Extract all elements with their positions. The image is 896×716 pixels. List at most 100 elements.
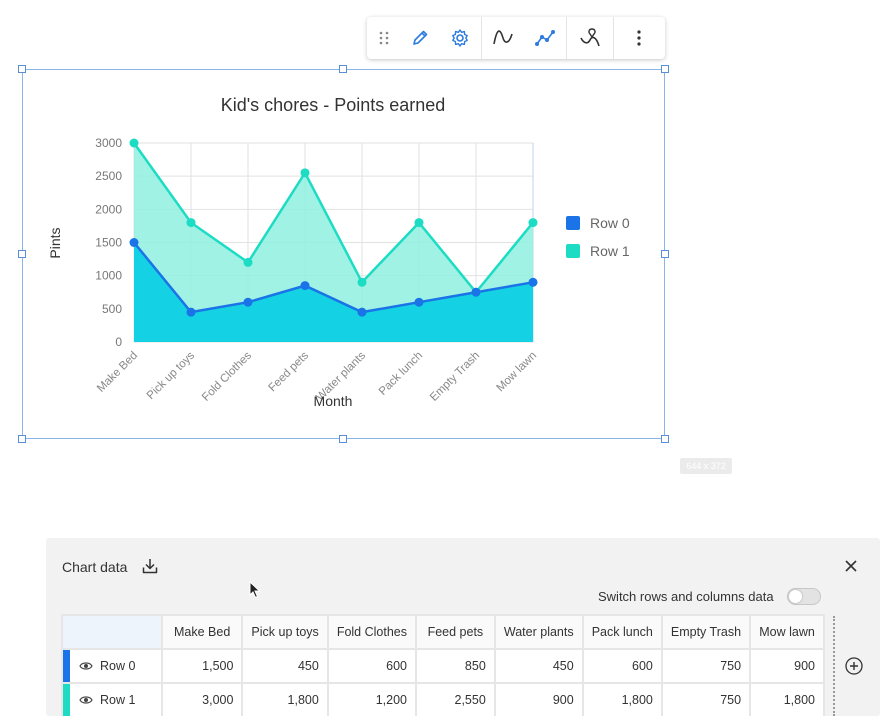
table-cell[interactable]: 2,550 <box>417 684 494 716</box>
curve-icon[interactable] <box>482 17 524 59</box>
chart-canvas[interactable]: Kid's chores - Points earned 0 500 1000 150… <box>22 69 665 439</box>
x-axis-label: Month <box>314 393 353 409</box>
toggle-knob <box>789 590 802 603</box>
column-header[interactable]: Water plants <box>495 616 582 648</box>
column-header[interactable]: Mow lawn <box>751 616 823 648</box>
y-tick-label: 0 <box>115 335 122 349</box>
legend-swatch <box>566 244 580 258</box>
table-cell[interactable]: 850 <box>417 650 494 682</box>
data-point-row-0 <box>414 297 424 307</box>
y-tick-label: 2000 <box>95 202 122 216</box>
y-tick-label: 1000 <box>95 269 122 283</box>
column-header[interactable]: Empty Trash <box>662 616 750 648</box>
download-icon[interactable] <box>141 557 159 575</box>
y-tick-label: 500 <box>102 302 122 316</box>
table-cell[interactable]: 750 <box>662 650 750 682</box>
column-header[interactable]: Make Bed <box>162 616 242 648</box>
toolbar-divider <box>613 17 614 59</box>
y-tick-label: 3000 <box>95 136 122 150</box>
table-cell[interactable]: 1,200 <box>328 684 415 716</box>
row-name-cell[interactable]: Row 0 <box>63 650 161 682</box>
chart-selection-frame <box>22 69 665 439</box>
legend-label: Row 0 <box>590 215 630 231</box>
table-cell[interactable]: 1,500 <box>162 650 242 682</box>
table-cell[interactable]: 450 <box>243 650 327 682</box>
more-vertical-icon[interactable] <box>614 17 664 59</box>
table-corner-cell <box>63 616 161 648</box>
column-divider <box>833 616 835 716</box>
pencil-icon[interactable] <box>401 17 439 59</box>
column-header[interactable]: Pick up toys <box>243 616 327 648</box>
table-cell[interactable]: 600 <box>328 650 415 682</box>
drag-handle-icon[interactable] <box>367 17 401 59</box>
resize-handle-right[interactable] <box>661 250 669 258</box>
chart-data-table: Make Bed Pick up toys Fold Clothes Feed … <box>61 614 825 716</box>
table-row: Row 0 1,500 450 600 850 450 600 750 900 <box>63 650 823 682</box>
legend-label: Row 1 <box>590 243 630 259</box>
table-cell[interactable]: 900 <box>495 684 582 716</box>
data-point-row-1 <box>243 257 253 267</box>
table-header-row: Make Bed Pick up toys Fold Clothes Feed … <box>63 616 823 648</box>
chart-data-panel: Chart data Switch rows and columns data … <box>46 538 880 716</box>
close-icon[interactable] <box>843 558 859 574</box>
map-pin-curve-icon[interactable] <box>567 17 613 59</box>
area-row-1 <box>134 143 533 342</box>
row-color-bar <box>63 684 70 716</box>
resize-handle-bottom[interactable] <box>339 435 347 443</box>
series-line-row-0 <box>133 241 534 314</box>
mouse-cursor-icon <box>249 581 261 599</box>
resize-handle-bottom-right[interactable] <box>661 435 669 443</box>
chart-title: Kid's chores - Points earned <box>221 95 446 115</box>
switch-rows-columns-label: Switch rows and columns data <box>598 589 774 604</box>
chart-data-table-wrap: Make Bed Pick up toys Fold Clothes Feed … <box>61 614 825 716</box>
data-point-row-1 <box>528 218 538 228</box>
data-point-row-1 <box>129 138 139 148</box>
data-point-row-1 <box>300 168 310 178</box>
add-column-icon[interactable] <box>845 657 863 675</box>
row-label: Row 1 <box>100 693 136 707</box>
y-tick-label: 2500 <box>95 169 122 183</box>
row-name-cell[interactable]: Row 1 <box>63 684 161 716</box>
switch-rows-columns-toggle[interactable] <box>787 588 821 605</box>
resize-handle-top-left[interactable] <box>18 65 26 73</box>
data-point-row-1 <box>414 218 424 228</box>
data-point-row-0 <box>186 307 196 317</box>
table-cell[interactable]: 750 <box>662 684 750 716</box>
eye-icon[interactable] <box>79 694 93 706</box>
table-cell[interactable]: 900 <box>751 650 823 682</box>
resize-handle-top[interactable] <box>339 65 347 73</box>
table-cell[interactable]: 1,800 <box>583 684 661 716</box>
eye-icon[interactable] <box>79 660 93 672</box>
line-points-icon[interactable] <box>524 17 566 59</box>
y-axis-label: Pints <box>47 227 63 258</box>
y-tick-label: 1500 <box>95 236 122 250</box>
toolbar-divider <box>566 17 567 59</box>
row-color-bar <box>63 650 70 682</box>
table-cell[interactable]: 1,800 <box>751 684 823 716</box>
data-point-row-0 <box>243 297 253 307</box>
panel-title: Chart data <box>62 559 128 575</box>
table-row: Row 1 3,000 1,800 1,200 2,550 900 1,800 … <box>63 684 823 716</box>
data-point-row-1 <box>186 218 196 228</box>
legend-swatch <box>566 216 580 230</box>
data-point-row-0 <box>129 238 139 247</box>
table-cell[interactable]: 1,800 <box>243 684 327 716</box>
column-header[interactable]: Fold Clothes <box>328 616 415 648</box>
area-row-0 <box>134 242 533 342</box>
data-point-row-0 <box>357 307 367 317</box>
data-point-row-0 <box>300 281 310 291</box>
chart-toolbar <box>367 17 665 59</box>
resize-handle-top-right[interactable] <box>661 65 669 73</box>
size-badge: 644 x 372 <box>680 458 732 474</box>
table-cell[interactable]: 600 <box>583 650 661 682</box>
table-cell[interactable]: 3,000 <box>162 684 242 716</box>
resize-handle-left[interactable] <box>18 250 26 258</box>
series-line-row-1 <box>132 142 534 295</box>
resize-handle-bottom-left[interactable] <box>18 435 26 443</box>
gear-icon[interactable] <box>439 17 481 59</box>
table-cell[interactable]: 450 <box>495 650 582 682</box>
column-header[interactable]: Pack lunch <box>583 616 661 648</box>
column-header[interactable]: Feed pets <box>417 616 494 648</box>
toolbar-divider <box>481 17 482 59</box>
data-point-row-0 <box>471 287 481 297</box>
